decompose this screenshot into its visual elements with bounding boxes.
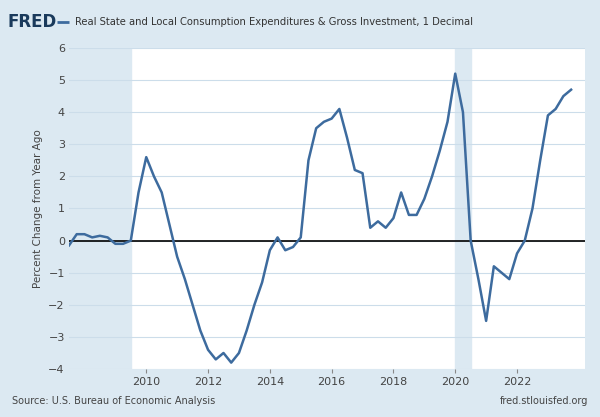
Bar — [69, 48, 131, 369]
Text: FRED: FRED — [8, 13, 57, 30]
Y-axis label: Percent Change from Year Ago: Percent Change from Year Ago — [33, 129, 43, 288]
Bar — [455, 48, 470, 369]
Text: fred.stlouisfed.org: fred.stlouisfed.org — [500, 396, 588, 406]
Text: Real State and Local Consumption Expenditures & Gross Investment, 1 Decimal: Real State and Local Consumption Expendi… — [75, 17, 473, 27]
Text: Source: U.S. Bureau of Economic Analysis: Source: U.S. Bureau of Economic Analysis — [12, 396, 215, 406]
